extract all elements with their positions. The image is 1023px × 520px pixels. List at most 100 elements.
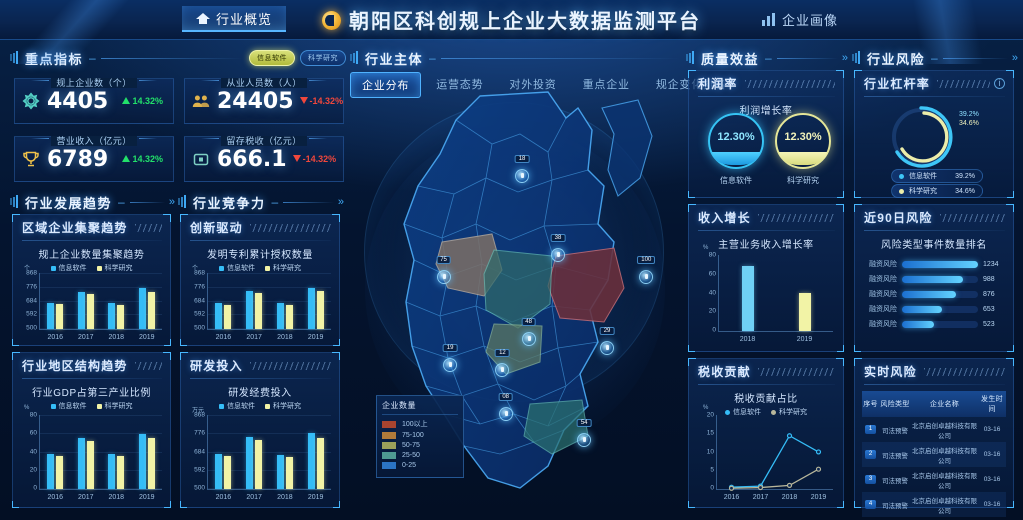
map-marker[interactable]: 48 <box>521 317 537 347</box>
grid-line <box>40 451 162 453</box>
map-legend-row[interactable]: 50-75 <box>382 442 458 449</box>
dash-decor: – <box>271 195 279 209</box>
kpi-card-employee-count[interactable]: 从业人员数（人） 24405 -14.32% <box>184 78 344 124</box>
gear-icon <box>21 91 41 111</box>
bar <box>86 441 94 489</box>
realtime-risk-table-wrap[interactable]: 序号 风险类型 企业名称 发生时间 1 司法预警 北京启创卓越科技有限公司 03… <box>862 391 1006 520</box>
hatch-decor <box>939 213 1005 222</box>
tab-enterprise-distribution[interactable]: 企业分布 <box>350 72 422 98</box>
nav-industry-overview[interactable]: 行业概览 <box>182 6 287 32</box>
kpi-card-retained-tax[interactable]: 留存税收（亿元） 666.1 -14.32% <box>184 136 344 182</box>
kpi-panel-title: 重点指标 <box>25 51 84 67</box>
table-row[interactable]: 3 司法预警 北京启创卓越科技有限公司 03-16 <box>862 467 1006 492</box>
risk-rank-row[interactable]: 融资风险 1234 <box>863 259 1005 269</box>
bar <box>47 453 55 489</box>
risk-rank-row[interactable]: 融资风险 523 <box>863 319 1005 329</box>
kpi-delta: -14.32% <box>292 154 341 164</box>
kpi-value: 4405 <box>47 88 109 114</box>
expand-icon[interactable]: » <box>841 52 848 64</box>
x-axis <box>716 489 833 490</box>
tab-outbound-investment[interactable]: 对外投资 <box>509 79 557 91</box>
legend-label: 25-50 <box>402 452 420 459</box>
table-row[interactable]: 1 司法预警 北京启创卓越科技有限公司 03-16 <box>862 417 1006 442</box>
bar <box>138 434 146 489</box>
rank-track <box>902 305 978 313</box>
hatch-decor <box>757 367 835 376</box>
map-marker[interactable]: 100 <box>637 256 656 285</box>
bar <box>246 291 254 329</box>
map-legend-row[interactable]: 100以上 <box>382 419 458 429</box>
kpi-card-operating-revenue[interactable]: 营业收入（亿元） 6789 14.32% <box>14 136 174 182</box>
quality-panel-title: 质量效益 <box>701 51 760 67</box>
rank-fill <box>902 290 956 298</box>
bar <box>285 304 293 329</box>
y-axis-tick: 80 <box>708 251 716 259</box>
x-axis-tick: 2017 <box>246 334 262 341</box>
patent-chart-title: 发明专利累计授权数量 <box>207 250 313 261</box>
expand-icon[interactable]: » <box>337 196 344 208</box>
cell-company: 北京启创卓越科技有限公司 <box>912 472 977 490</box>
th-time: 发生时间 <box>978 391 1006 417</box>
x-axis-tick: 2019 <box>796 336 813 343</box>
industry-toggle-group: 信息软件 科学研究 <box>249 50 346 66</box>
hatch-decor <box>134 361 162 370</box>
chip-information-software[interactable]: 信息软件 <box>249 50 295 66</box>
axis-unit: % <box>24 405 30 411</box>
chip-scientific-research[interactable]: 科学研究 <box>300 50 346 66</box>
tab-key-enterprises[interactable]: 重点企业 <box>582 79 630 91</box>
district-map[interactable] <box>352 74 679 514</box>
bar <box>47 303 55 329</box>
info-icon[interactable]: i <box>994 78 1005 89</box>
map-legend-row[interactable]: 75-100 <box>382 432 458 439</box>
map-container[interactable]: 18 75 38 100 48 29 19 12 08 54 企业数量 100以… <box>352 74 679 514</box>
gauge-caption: 信息软件 <box>720 176 752 185</box>
y-axis-tick: 60 <box>29 429 37 437</box>
table-row[interactable]: 2 司法预警 北京启创卓越科技有限公司 03-16 <box>862 442 1006 467</box>
page-title: 朝阳区科创规上企业大数据监测平台 <box>0 5 1023 34</box>
kpi-card-enterprise-count[interactable]: 规上企业数（个） 4405 14.32% <box>14 78 174 124</box>
revenue-sub-title: 收入增长 <box>698 211 751 225</box>
risk-rank-row[interactable]: 融资风险 876 <box>863 289 1005 299</box>
y-axis-tick: 60 <box>708 270 716 278</box>
rank-value: 523 <box>983 320 995 328</box>
bar <box>56 304 64 329</box>
y-axis-tick: 0 <box>33 484 37 492</box>
risk-rank-row[interactable]: 融资风险 988 <box>863 274 1005 284</box>
map-marker[interactable]: 29 <box>599 326 615 356</box>
bar <box>255 293 263 329</box>
donut-legend-information-software: 信息软件 39.2% <box>891 169 983 183</box>
map-marker[interactable]: 38 <box>550 234 566 263</box>
main-panel-title: 行业主体 <box>365 51 424 67</box>
rank-label: 融资风险 <box>869 306 897 313</box>
map-marker[interactable]: 54 <box>576 419 592 448</box>
map-legend-row[interactable]: 0-25 <box>382 462 458 469</box>
donut-label-primary: 39.2% <box>959 111 979 118</box>
risk-rank-row[interactable]: 融资风险 653 <box>863 304 1005 314</box>
table-row[interactable]: 4 司法预警 北京启创卓越科技有限公司 03-16 <box>862 492 1006 517</box>
map-marker[interactable]: 75 <box>436 256 452 285</box>
cell-company: 北京启创卓越科技有限公司 <box>911 442 978 467</box>
header-rule <box>100 57 243 59</box>
expand-icon[interactable]: » <box>168 196 175 208</box>
rank-label: 融资风险 <box>869 321 897 328</box>
y-axis-tick: 15 <box>706 429 714 437</box>
grid-line <box>40 469 162 471</box>
expand-icon[interactable]: » <box>1011 52 1018 64</box>
map-marker[interactable]: 12 <box>494 348 510 378</box>
bar <box>798 293 811 331</box>
kpi-value: 666.1 <box>217 146 287 172</box>
axis-unit: % <box>703 405 709 411</box>
leverage-donut-chart <box>892 106 953 168</box>
map-marker[interactable]: 08 <box>498 392 514 422</box>
nav-enterprise-profile[interactable]: 企业画像 <box>748 6 852 32</box>
grid-line <box>208 300 331 302</box>
app-header: 朝阳区科创规上企业大数据监测平台 行业概览 企业画像 <box>0 0 1023 40</box>
grid-line <box>208 415 331 416</box>
hatch-decor <box>757 213 835 222</box>
map-legend-row[interactable]: 25-50 <box>382 452 458 459</box>
map-marker[interactable]: 18 <box>514 155 530 184</box>
grid-line <box>40 488 162 489</box>
kpi-value: 24405 <box>217 88 294 114</box>
tab-operation-status[interactable]: 运营态势 <box>436 79 484 91</box>
map-marker[interactable]: 19 <box>442 344 458 373</box>
